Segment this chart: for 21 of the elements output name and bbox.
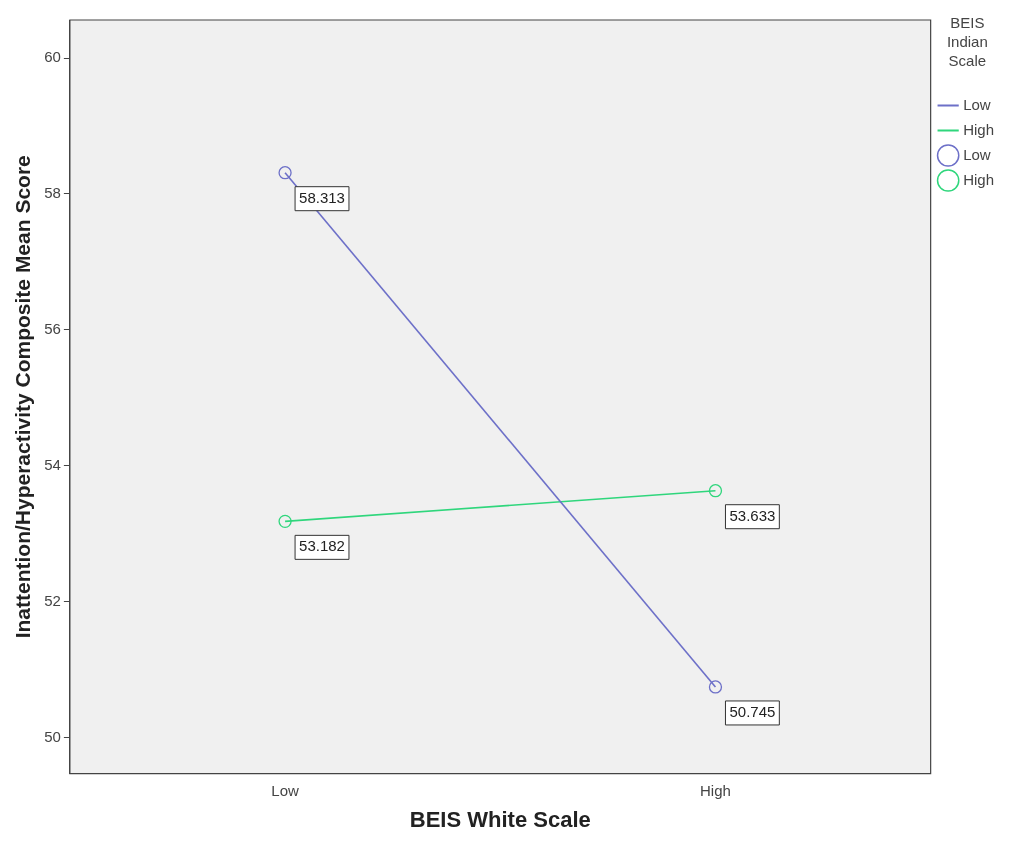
point: [278, 514, 292, 529]
y-tick-label: 56: [44, 320, 61, 338]
y-tick-label: 60: [44, 48, 61, 66]
data-label: 50.745: [729, 703, 776, 721]
data-label: 53.182: [299, 537, 345, 555]
x-axis-title: BEIS White Scale: [409, 806, 591, 832]
point: [278, 166, 292, 180]
legend-title: BEIS Indian Scale: [946, 13, 988, 69]
text: Low: [963, 95, 991, 113]
y-tick-label: 54: [44, 455, 61, 473]
point: [708, 680, 723, 694]
point: [708, 484, 723, 498]
legend-label: Low: [963, 145, 991, 163]
legend-label: High: [963, 170, 995, 188]
data-label: 53.633: [729, 506, 776, 524]
y-tick-label: 52: [44, 591, 61, 609]
y-tick-label: 58: [44, 184, 61, 202]
text: High: [963, 120, 995, 138]
data-label: 58.313: [299, 188, 345, 206]
y-tick-label: 50: [44, 727, 61, 745]
y-axis-title: Inattention/Hyperactivity Composite Mean Score: [11, 155, 35, 639]
